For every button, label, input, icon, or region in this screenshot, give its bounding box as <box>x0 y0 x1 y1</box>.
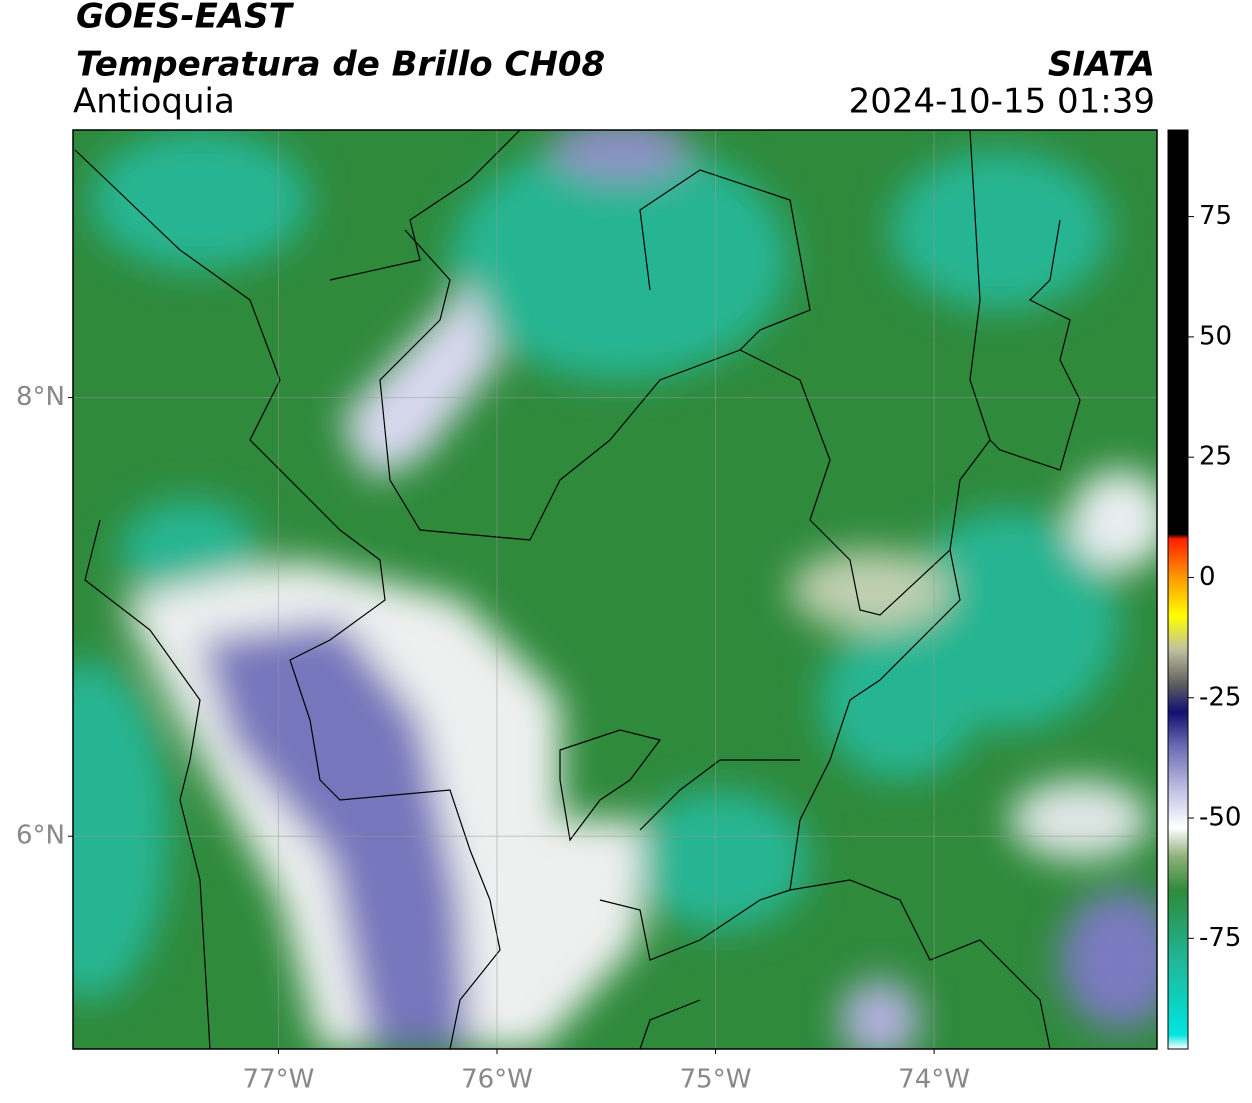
colorbar-tick-label: 0 <box>1199 562 1216 592</box>
region: Antioquia <box>73 82 235 122</box>
blob <box>90 130 310 270</box>
blob <box>73 660 170 1000</box>
boundary <box>989 219 1081 471</box>
colorbar <box>1167 129 1189 1050</box>
colorbar-tick-label: -50 <box>1199 803 1241 833</box>
blob <box>450 140 790 380</box>
blob <box>820 620 980 780</box>
blob <box>120 500 260 600</box>
colorbar-tick-label: 75 <box>1199 201 1232 231</box>
dry-area <box>1060 890 1157 1030</box>
boundary <box>329 130 521 281</box>
coastline <box>84 519 211 1049</box>
colorbar-tick-label: -75 <box>1199 923 1241 953</box>
source: SIATA <box>1048 45 1155 85</box>
boundary <box>379 169 811 541</box>
map-frame <box>72 129 1158 1050</box>
x-tick-label: 76°W <box>461 1065 533 1095</box>
dry-area <box>340 280 500 480</box>
boundary <box>74 149 501 1049</box>
boundary <box>559 729 800 842</box>
blob <box>890 150 1110 310</box>
colorbar-tick-label: -25 <box>1199 682 1241 712</box>
timestamp: 2024-10-15 01:39 <box>849 82 1155 122</box>
dry-area <box>840 980 920 1049</box>
y-tick-label: 6°N <box>16 821 65 851</box>
clear-area <box>790 550 950 630</box>
title: GOES-EAST <box>76 0 295 37</box>
cloud-field <box>73 130 1157 1049</box>
imagery <box>73 130 1157 1049</box>
colorbar-tick-label: 50 <box>1199 321 1232 351</box>
clear-area <box>1010 780 1150 860</box>
colorbar-tick-label: 25 <box>1199 442 1232 472</box>
boundary <box>599 889 791 1049</box>
dry-area <box>200 620 470 1049</box>
boundary <box>739 130 991 616</box>
blob <box>630 790 810 930</box>
x-tick-label: 77°W <box>243 1065 315 1095</box>
x-tick-label: 75°W <box>680 1065 752 1095</box>
clear-area <box>1070 470 1157 570</box>
dry-area <box>550 130 690 180</box>
x-tick-label: 74°W <box>898 1065 970 1095</box>
subtitle: Temperatura de Brillo CH08 <box>76 45 605 85</box>
y-tick-label: 8°N <box>16 382 65 412</box>
